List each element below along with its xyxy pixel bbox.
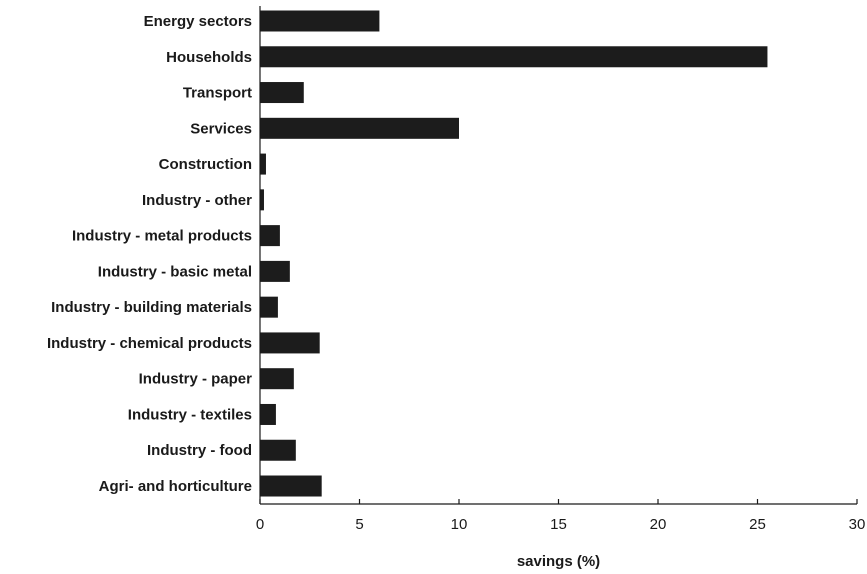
category-label: Services bbox=[190, 120, 252, 137]
category-label: Agri- and horticulture bbox=[99, 478, 252, 495]
bar bbox=[260, 225, 280, 247]
category-label: Industry - paper bbox=[139, 371, 253, 388]
category-label: Energy sectors bbox=[144, 13, 252, 30]
x-tick-label: 10 bbox=[451, 516, 468, 533]
bar bbox=[260, 46, 768, 68]
bar bbox=[260, 439, 296, 461]
x-tick-label: 25 bbox=[749, 516, 766, 533]
x-tick-label: 20 bbox=[650, 516, 667, 533]
bars-group bbox=[260, 10, 768, 497]
x-axis-ticks: 0 5 10 15 20 25 30 bbox=[256, 499, 866, 533]
bar bbox=[260, 189, 264, 211]
bar bbox=[260, 332, 320, 354]
x-axis-title: savings (%) bbox=[517, 553, 600, 570]
bar bbox=[260, 260, 290, 282]
category-label: Households bbox=[166, 49, 252, 66]
bar bbox=[260, 368, 294, 390]
category-labels: Energy sectors Households Transport Service… bbox=[47, 13, 252, 495]
category-label: Industry - basic metal bbox=[98, 263, 252, 280]
bar bbox=[260, 403, 276, 425]
x-tick-label: 5 bbox=[355, 516, 363, 533]
category-label: Industry - metal products bbox=[72, 228, 252, 245]
x-tick-label: 30 bbox=[849, 516, 866, 533]
bar bbox=[260, 153, 266, 175]
bar bbox=[260, 296, 278, 318]
category-label: Transport bbox=[183, 85, 252, 102]
bar bbox=[260, 82, 304, 104]
category-label: Industry - chemical products bbox=[47, 335, 252, 352]
category-label: Construction bbox=[159, 156, 252, 173]
category-label: Industry - building materials bbox=[51, 299, 252, 316]
category-label: Industry - food bbox=[147, 442, 252, 459]
x-tick-label: 0 bbox=[256, 516, 264, 533]
category-label: Industry - textiles bbox=[128, 406, 252, 423]
bar bbox=[260, 10, 380, 32]
bar bbox=[260, 475, 322, 497]
bar bbox=[260, 117, 459, 139]
category-label: Industry - other bbox=[142, 192, 252, 209]
x-tick-label: 15 bbox=[550, 516, 567, 533]
